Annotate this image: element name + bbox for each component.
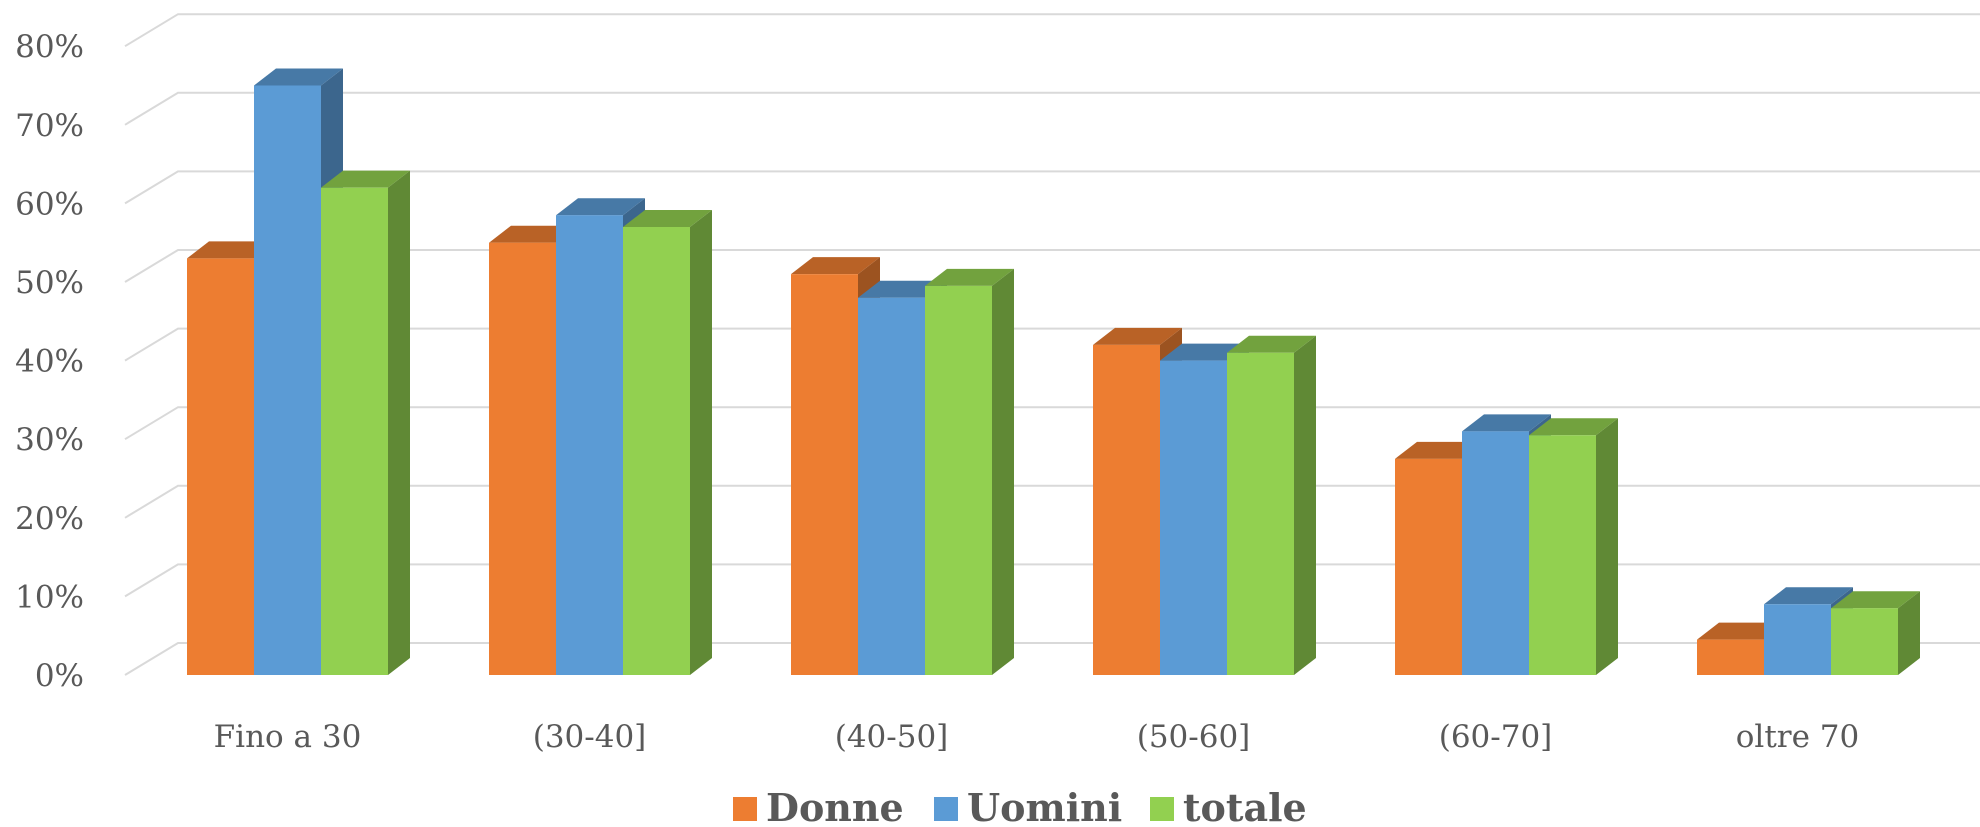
legend-label: Uomini xyxy=(967,785,1122,827)
y-axis-ticks: 0% 10% 20% 30% 40% 50% 60% 70% 80% xyxy=(15,29,84,694)
legend-label: totale xyxy=(1183,785,1307,827)
gridline xyxy=(124,13,1980,48)
legend-item: Uomini xyxy=(934,785,1122,827)
gridline xyxy=(124,484,1980,519)
x-category-label: Fino a 30 xyxy=(214,719,362,755)
gridline xyxy=(124,406,1980,441)
gridline xyxy=(124,327,1980,362)
bar xyxy=(1529,418,1618,675)
gridlines xyxy=(124,13,1980,676)
legend-label: Donne xyxy=(766,785,904,827)
y-tick-label: 0% xyxy=(35,658,84,694)
gridline xyxy=(124,563,1980,598)
legend-swatch xyxy=(733,797,757,821)
y-tick-label: 60% xyxy=(15,186,84,222)
bar xyxy=(321,170,410,675)
gridline xyxy=(124,642,1980,676)
y-tick-label: 10% xyxy=(15,579,84,615)
gridline xyxy=(124,249,1980,283)
legend: Donne Uomini totale xyxy=(733,785,1307,827)
bar xyxy=(1831,591,1920,675)
gridline xyxy=(124,170,1980,205)
y-tick-label: 20% xyxy=(15,501,84,537)
x-axis-categories: Fino a 30 (30-40] (40-50] (50-60] (60-70] olt… xyxy=(214,719,1860,755)
y-tick-label: 30% xyxy=(15,422,84,458)
y-tick-label: 70% xyxy=(15,108,84,144)
bar xyxy=(623,209,712,676)
legend-swatch xyxy=(934,797,958,821)
y-tick-label: 40% xyxy=(15,344,84,380)
y-tick-label: 50% xyxy=(15,265,84,301)
y-tick-label: 80% xyxy=(15,29,84,65)
x-category-label: (30-40] xyxy=(533,719,647,755)
x-category-label: (60-70] xyxy=(1439,719,1553,755)
legend-item: totale xyxy=(1150,785,1307,827)
legend-swatch xyxy=(1150,797,1174,821)
x-category-label: (40-50] xyxy=(835,719,949,755)
bars xyxy=(187,68,1920,676)
gridline xyxy=(124,91,1980,126)
legend-item: Donne xyxy=(733,785,904,827)
bar xyxy=(925,268,1014,675)
bar xyxy=(1227,335,1316,675)
x-category-label: (50-60] xyxy=(1137,719,1251,755)
x-category-label: oltre 70 xyxy=(1736,719,1860,755)
